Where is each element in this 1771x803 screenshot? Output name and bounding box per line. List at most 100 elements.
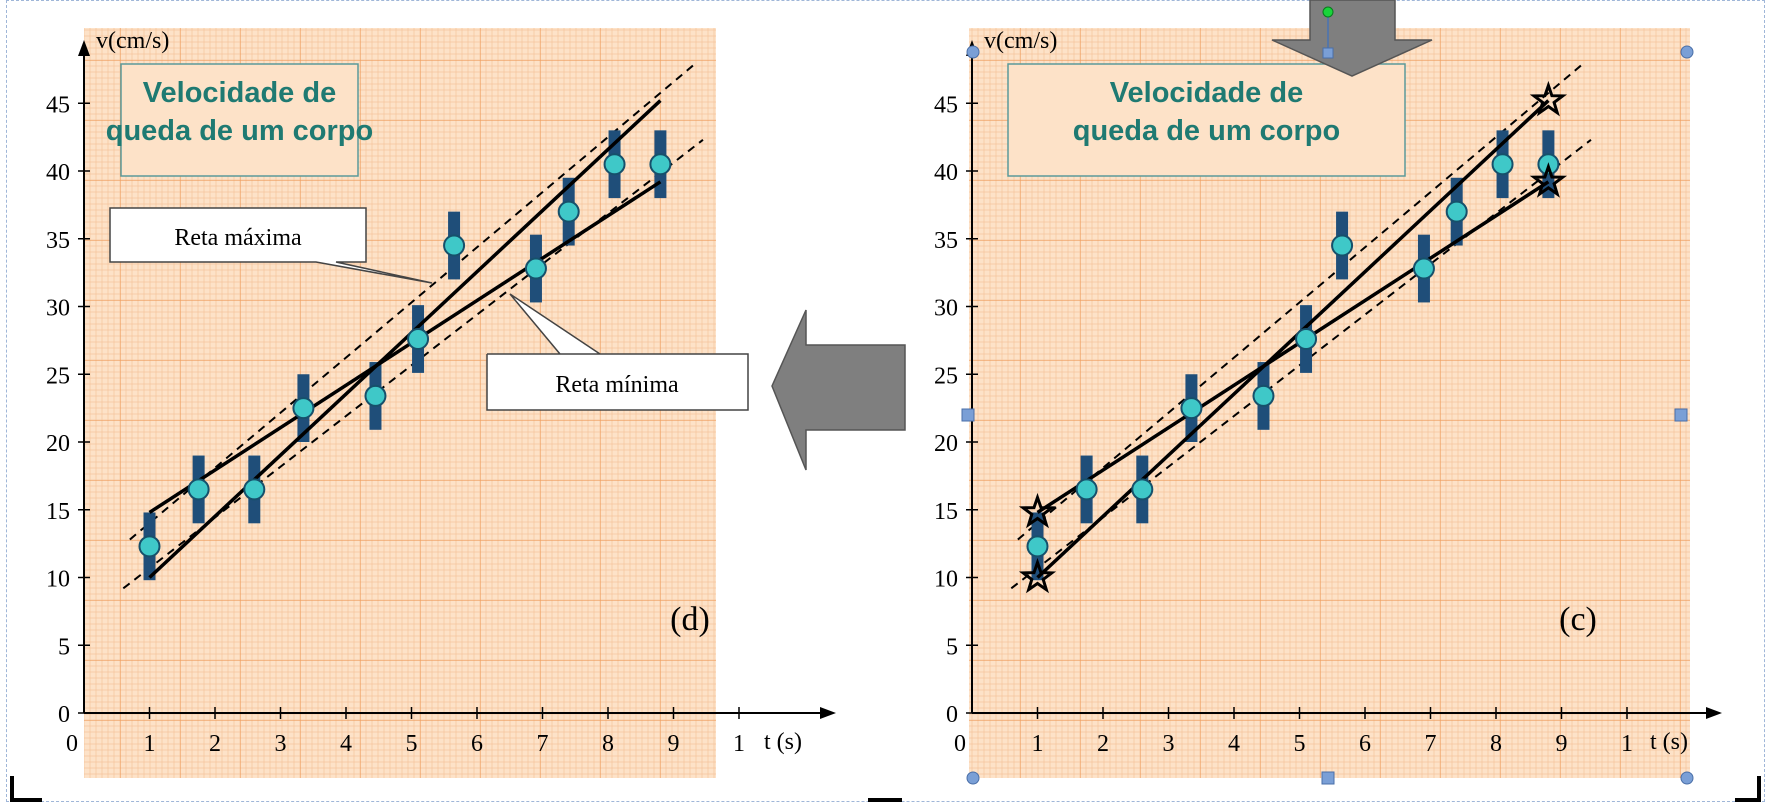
x-tick-label: 8 (1490, 731, 1502, 757)
data-point (1075, 478, 1098, 501)
resize-handle[interactable] (1322, 47, 1334, 59)
min-line (148, 180, 662, 514)
data-point (1252, 384, 1275, 407)
x-axis-arrow (1706, 707, 1722, 719)
x-tick-label: 5 (406, 731, 418, 757)
side-resize-handle[interactable] (1674, 408, 1688, 422)
crop-mark (10, 776, 42, 802)
data-point (1131, 478, 1154, 501)
data-point (138, 535, 161, 558)
data-point (1412, 257, 1435, 280)
x-tick-label: 3 (1163, 731, 1175, 757)
x-tick-label: 7 (537, 731, 549, 757)
data-point (1295, 328, 1318, 351)
star-marker (1529, 80, 1568, 117)
y-tick-label: 20 (934, 431, 958, 457)
x-tick-label: 3 (275, 731, 287, 757)
data-point (1180, 397, 1203, 420)
y-tick-label: 45 (934, 92, 958, 118)
x-axis-title: t (s) (764, 729, 802, 755)
x-axis-title: t (s) (1650, 729, 1688, 755)
chart-title-line: queda de um corpo (1073, 115, 1340, 147)
data-point (1491, 153, 1514, 176)
panel-label: (c) (1559, 601, 1597, 638)
x-tick-label: 6 (1359, 731, 1371, 757)
x-tick-label: 2 (209, 731, 221, 757)
data-point (187, 478, 210, 501)
y-tick-label: 40 (46, 160, 70, 186)
callout-max-label: Reta máxima (174, 225, 302, 251)
y-axis-arrow (78, 40, 90, 56)
side-resize-handle[interactable] (1321, 771, 1335, 785)
y-axis-title: v(cm/s) (984, 28, 1057, 54)
star-marker (1018, 557, 1057, 594)
corner-resize-handle[interactable] (1680, 771, 1694, 785)
side-resize-handle[interactable] (961, 408, 975, 422)
x-tick-label: 6 (471, 731, 483, 757)
callout-max-box (109, 207, 433, 284)
data-point (292, 397, 315, 420)
corner-resize-handle[interactable] (966, 771, 980, 785)
down-arrow-shape (1271, 0, 1433, 77)
data-point (243, 478, 266, 501)
data-point (1331, 234, 1354, 257)
envelope-dashed-line (129, 61, 698, 541)
chart-title-line: queda de um corpo (106, 115, 373, 147)
x-axis-arrow (820, 707, 836, 719)
x-tick-label: 9 (1556, 731, 1568, 757)
x-tick-label: 1 (1621, 731, 1633, 757)
chart-title-line: Velocidade de (1110, 77, 1303, 109)
y-tick-label: 15 (934, 499, 958, 525)
callout-min-label: Reta mínima (555, 372, 679, 398)
x-tick-label: 9 (668, 731, 680, 757)
min-line (1036, 180, 1550, 514)
y-tick-label: 35 (934, 228, 958, 254)
corner-resize-handle[interactable] (966, 45, 980, 59)
x-tick-label: 1 (1032, 731, 1044, 757)
left-arrow-shape (771, 309, 906, 471)
max-line (1036, 99, 1550, 579)
x-tick-label: 8 (602, 731, 614, 757)
y-tick-label: 30 (46, 296, 70, 322)
x-tick-label: 1 (144, 731, 156, 757)
x-tick-label: 1 (733, 731, 745, 757)
data-point (364, 384, 387, 407)
max-line (148, 99, 662, 579)
x-tick-label: 0 (954, 731, 966, 757)
crop-mark (1735, 776, 1761, 802)
star-marker (1018, 492, 1057, 529)
x-tick-label: 5 (1294, 731, 1306, 757)
y-tick-label: 25 (46, 363, 70, 389)
x-tick-label: 4 (340, 731, 352, 757)
panel-label: (d) (670, 601, 710, 638)
data-point (524, 257, 547, 280)
data-point (649, 153, 672, 176)
title-box (120, 63, 359, 177)
callout-min-fill (488, 355, 747, 409)
data-point (557, 200, 580, 223)
y-tick-label: 10 (46, 567, 70, 593)
y-tick-label: 40 (934, 160, 958, 186)
y-tick-label: 45 (46, 92, 70, 118)
y-tick-label: 30 (934, 296, 958, 322)
y-tick-label: 20 (46, 431, 70, 457)
data-point (443, 234, 466, 257)
x-tick-label: 4 (1228, 731, 1240, 757)
rotate-handle[interactable] (1322, 6, 1334, 18)
y-tick-label: 0 (58, 702, 70, 728)
y-tick-label: 5 (946, 634, 958, 660)
corner-resize-handle[interactable] (1680, 45, 1694, 59)
y-tick-label: 25 (934, 363, 958, 389)
x-tick-label: 0 (66, 731, 78, 757)
y-tick-label: 0 (946, 702, 958, 728)
chart-title-line: Velocidade de (143, 77, 336, 109)
y-tick-label: 5 (58, 634, 70, 660)
data-point (1445, 200, 1468, 223)
data-point (603, 153, 626, 176)
y-tick-label: 10 (934, 567, 958, 593)
envelope-dashed-line (1017, 61, 1586, 541)
data-point (407, 328, 430, 351)
